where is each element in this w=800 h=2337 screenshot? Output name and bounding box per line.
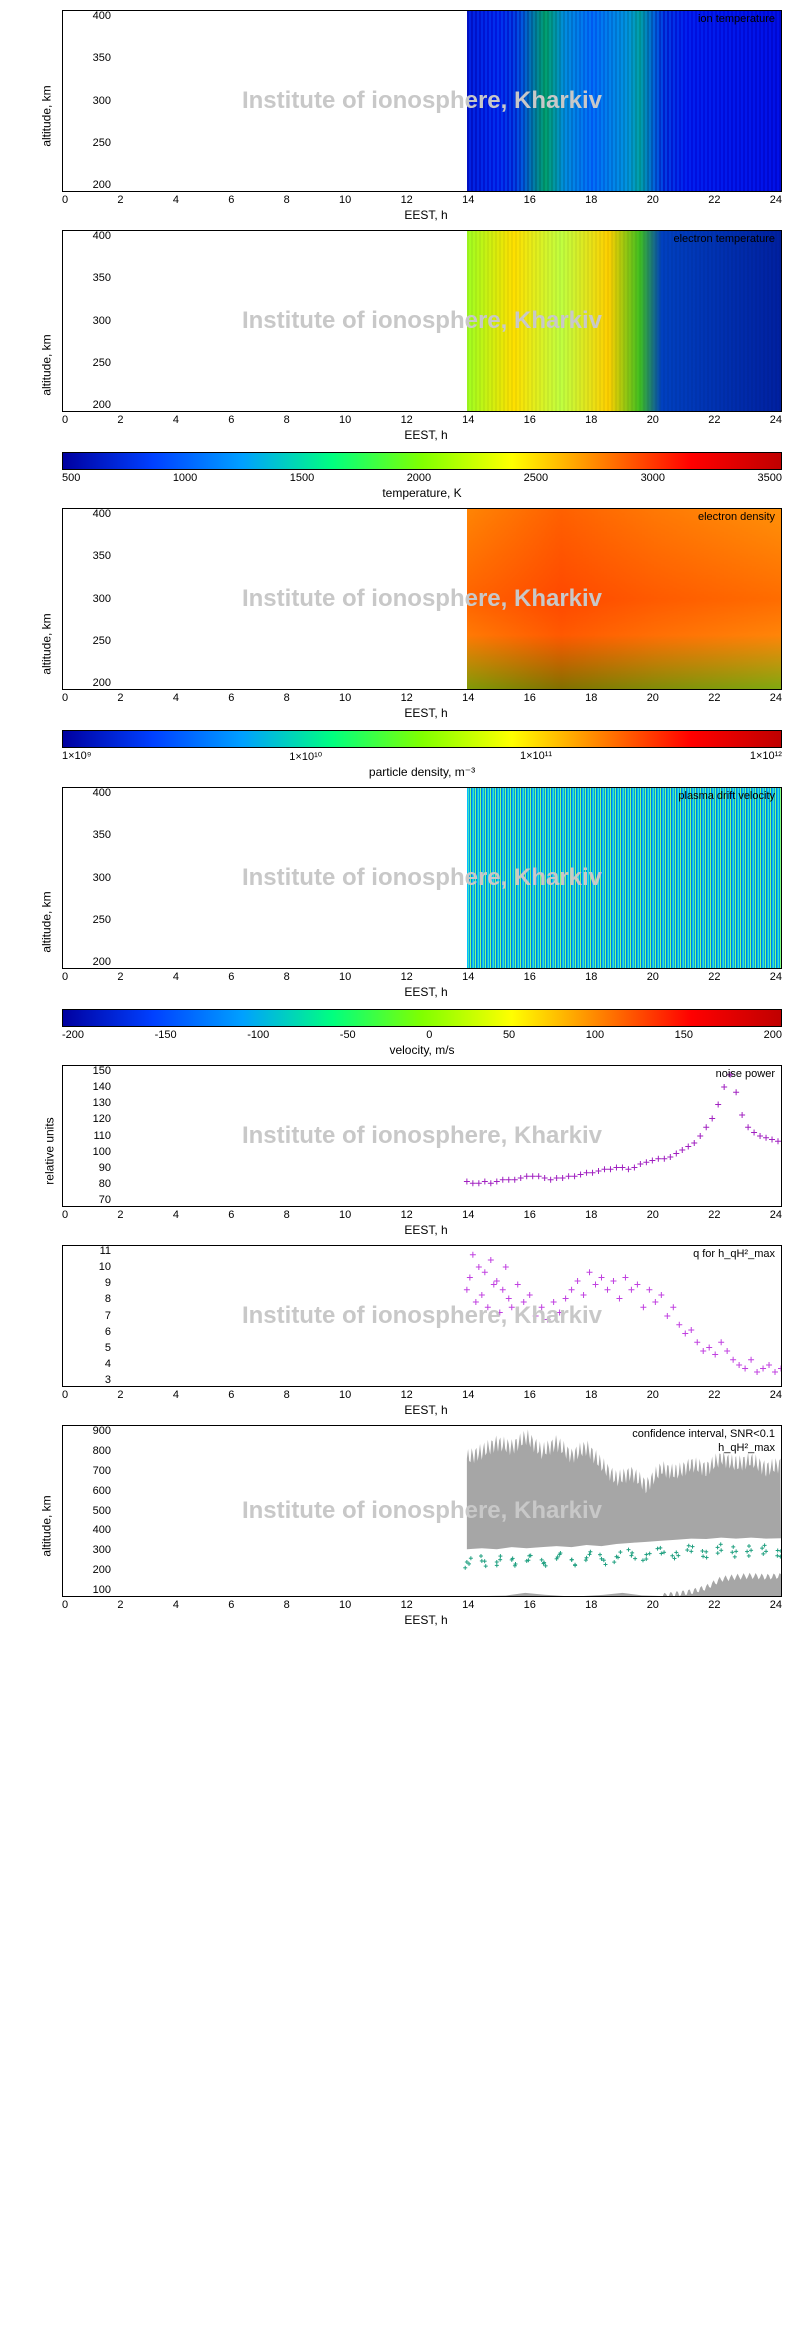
colorbar-ticks: 500100015002000250030003500 [62,472,782,484]
xlabel: EEST, h [62,985,790,999]
xlabel: EEST, h [62,1223,790,1237]
colorbar-gradient [62,452,782,470]
panel-electron-temperature: altitude, km 200250300350400 Institute o… [10,230,790,500]
plot-ion-temp: 200250300350400 Institute of ionosphere,… [62,10,782,192]
heatmap-ion-temp [467,11,781,191]
plot-elec-temp: 200250300350400 Institute of ionosphere,… [62,230,782,412]
heatmap-drift [467,788,781,968]
plot-q: 34567891011 Institute of ionosphere, Kha… [62,1245,782,1387]
heatmap-density [467,509,781,689]
panel-title: ion temperature [698,13,775,25]
ylabel-altitude: altitude, km [40,891,54,952]
ylabel-altitude: altitude, km [40,85,54,146]
xticks: 024681012141618202224 [62,1209,782,1221]
heatmap-elec-temp [467,231,781,411]
ylabel-relative-units: relative units [43,1117,57,1184]
xticks: 024681012141618202224 [62,971,782,983]
panel-title: q for h_qH²_max [693,1248,775,1260]
plot-noise: 708090100110120130140150 Institute of io… [62,1065,782,1207]
yticks: 200250300350400 [63,509,111,689]
confidence-svg [63,1426,781,1596]
colorbar-density: 1×10⁹1×10¹⁰1×10¹¹1×10¹² particle density… [62,730,782,779]
ylabel-altitude: altitude, km [40,334,54,395]
xticks: 024681012141618202224 [62,414,782,426]
panel-title-2: h_qH²_max [718,1442,775,1454]
panel-q: 34567891011 Institute of ionosphere, Kha… [10,1245,790,1417]
colorbar-ticks: 1×10⁹1×10¹⁰1×10¹¹1×10¹² [62,750,782,763]
colorbar-gradient [62,1009,782,1027]
colorbar-label: temperature, K [62,486,782,500]
plot-density: 200250300350400 Institute of ionosphere,… [62,508,782,690]
ylabel-altitude: altitude, km [40,613,54,674]
colorbar-ticks: -200-150-100-50050100150200 [62,1029,782,1041]
panel-electron-density: altitude, km 200250300350400 Institute o… [10,508,790,779]
colorbar-velocity: -200-150-100-50050100150200 velocity, m/… [62,1009,782,1057]
panel-title: electron density [698,511,775,523]
panel-drift-velocity: altitude, km 200250300350400 Institute o… [10,787,790,1057]
plot-confidence: 100200300400500600700800900 Institute of… [62,1425,782,1597]
scatter-noise [63,1066,781,1206]
xlabel: EEST, h [62,1403,790,1417]
xlabel: EEST, h [62,1613,790,1627]
colorbar-label: velocity, m/s [62,1043,782,1057]
xticks: 024681012141618202224 [62,1389,782,1401]
xlabel: EEST, h [62,706,790,720]
yticks: 200250300350400 [63,788,111,968]
xlabel: EEST, h [62,208,790,222]
xticks: 024681012141618202224 [62,1599,782,1611]
panel-title: plasma drift velocity [678,790,775,802]
panel-title: electron temperature [674,233,776,245]
colorbar-temperature: 500100015002000250030003500 temperature,… [62,452,782,500]
ylabel-altitude: altitude, km [40,1495,54,1556]
scatter-q [63,1246,781,1386]
yticks: 200250300350400 [63,11,111,191]
colorbar-label: particle density, m⁻³ [62,765,782,779]
panel-ion-temperature: altitude, km 200250300350400 Institute o… [10,10,790,222]
colorbar-gradient [62,730,782,748]
panel-title: noise power [716,1068,775,1080]
panel-noise-power: relative units 708090100110120130140150 … [10,1065,790,1237]
xlabel: EEST, h [62,428,790,442]
xticks: 024681012141618202224 [62,692,782,704]
panel-title-1: confidence interval, SNR<0.1 [632,1428,775,1440]
yticks: 200250300350400 [63,231,111,411]
xticks: 024681012141618202224 [62,194,782,206]
plot-drift: 200250300350400 Institute of ionosphere,… [62,787,782,969]
panel-confidence: altitude, km 100200300400500600700800900… [10,1425,790,1627]
